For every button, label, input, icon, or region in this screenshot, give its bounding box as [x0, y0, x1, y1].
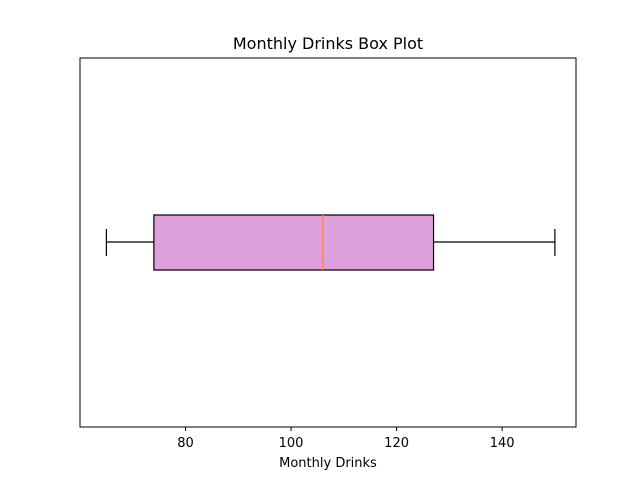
- chart-title: Monthly Drinks Box Plot: [233, 34, 423, 53]
- x-axis-ticks: 80 100 120 140: [177, 427, 515, 451]
- x-tick-label: 80: [177, 436, 194, 451]
- x-tick-label: 100: [279, 436, 304, 451]
- box-plot-series: [105, 214, 556, 271]
- interquartile-box: [153, 214, 435, 271]
- x-tick-label: 120: [384, 436, 409, 451]
- x-tick-label: 140: [490, 436, 515, 451]
- plot-area-frame: [79, 57, 577, 428]
- x-axis-label: Monthly Drinks: [279, 456, 377, 471]
